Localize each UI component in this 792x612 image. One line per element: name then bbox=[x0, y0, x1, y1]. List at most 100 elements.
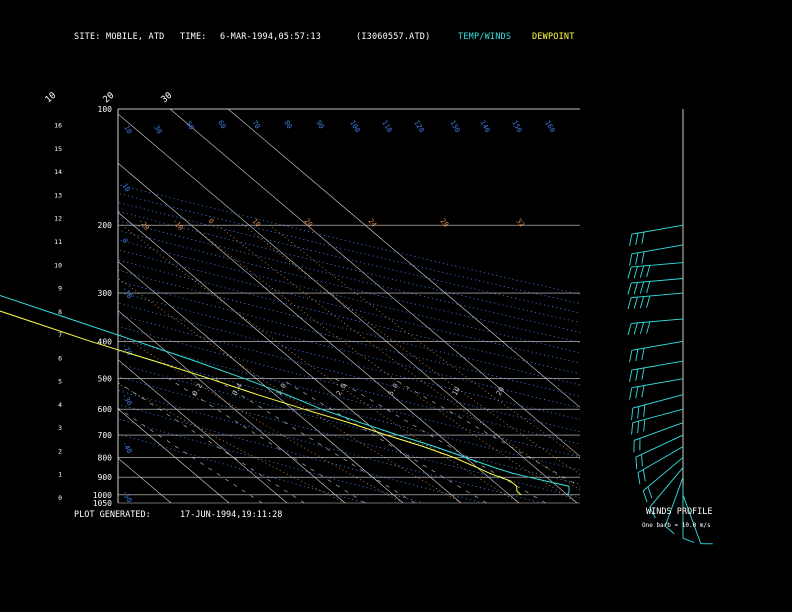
wind-barb bbox=[642, 457, 684, 503]
plot-generated-value: 17-JUN-1994,19:11:28 bbox=[180, 510, 283, 520]
dry-adiabat-label: 120 bbox=[412, 119, 425, 134]
isotherm-line bbox=[118, 162, 520, 503]
isotherm-line bbox=[227, 109, 580, 408]
pressure-label: 400 bbox=[98, 337, 113, 346]
mixing-ratio-line bbox=[118, 381, 305, 503]
isotherm-line bbox=[118, 457, 172, 503]
pressure-label: 600 bbox=[98, 405, 113, 414]
dry-adiabat bbox=[118, 280, 580, 397]
temperature-trace bbox=[0, 294, 570, 496]
wind-barb bbox=[629, 360, 684, 382]
moist-adiabat-label: 20 bbox=[302, 217, 314, 229]
mixing-ratio-line bbox=[118, 407, 263, 503]
height-label: 1 bbox=[58, 471, 62, 479]
dry-adiabat bbox=[118, 350, 580, 471]
pressure-label: 1000 bbox=[93, 491, 112, 500]
dry-adiabat bbox=[118, 229, 580, 343]
wind-barb bbox=[627, 292, 684, 310]
wind-barb bbox=[682, 494, 713, 545]
height-label: 14 bbox=[54, 168, 62, 176]
dry-adiabat-label: 130 bbox=[448, 119, 461, 134]
temp-tick-label: 20 bbox=[102, 91, 117, 106]
mixing-ratio-label: 20 bbox=[495, 386, 506, 397]
height-label: 10 bbox=[54, 261, 62, 269]
pressure-label: 800 bbox=[98, 453, 113, 462]
dry-adiabat-label: 110 bbox=[380, 119, 393, 134]
dry-adiabat-label: 70 bbox=[250, 119, 261, 130]
dry-adiabat-edge-label: 10 bbox=[120, 182, 131, 193]
temp-legend: TEMP/WINDS bbox=[458, 32, 512, 42]
mixing-ratio-label: 0.2 bbox=[191, 382, 204, 397]
mixing-ratio-line bbox=[335, 378, 546, 503]
height-label: 9 bbox=[58, 285, 62, 293]
wind-barb bbox=[682, 486, 695, 543]
dry-adiabat-label: 30 bbox=[152, 124, 163, 135]
dry-adiabat bbox=[118, 337, 580, 458]
dry-adiabat bbox=[118, 220, 580, 333]
isotherm-line bbox=[118, 261, 404, 503]
dry-adiabat bbox=[118, 363, 580, 485]
dry-adiabat-edge-label: -50 bbox=[120, 489, 133, 504]
dry-adiabat bbox=[118, 192, 580, 304]
height-label: 16 bbox=[54, 122, 62, 130]
dry-adiabat bbox=[118, 269, 580, 386]
isotherm-line bbox=[118, 359, 288, 503]
wind-barb bbox=[631, 394, 684, 421]
dry-adiabat bbox=[118, 302, 580, 420]
dry-adiabat bbox=[118, 389, 543, 503]
isotherm-line bbox=[118, 113, 578, 503]
height-label: 6 bbox=[58, 354, 62, 362]
wind-barb bbox=[629, 378, 684, 400]
dry-adiabat-label: 80 bbox=[282, 119, 293, 130]
mixing-ratio-line bbox=[393, 378, 580, 487]
mixing-ratio-label: 5.0 bbox=[387, 382, 400, 397]
wind-barb bbox=[629, 244, 684, 266]
plot-area bbox=[0, 109, 580, 503]
time-value: 6-MAR-1994,05:57:13 bbox=[220, 32, 322, 42]
height-label: 12 bbox=[54, 215, 62, 223]
moist-adiabat-label: 28 bbox=[438, 217, 450, 229]
dry-adiabat-label: 100 bbox=[348, 119, 361, 134]
winds-profile-title: WINDS PROFILE bbox=[646, 507, 713, 517]
height-label: 11 bbox=[54, 238, 62, 246]
moist-adiabat-label: 32 bbox=[514, 217, 526, 229]
height-label: 0 bbox=[58, 494, 62, 502]
isotherm-line bbox=[118, 310, 346, 503]
wind-barb bbox=[637, 446, 684, 485]
wind-barb bbox=[627, 278, 684, 295]
mixing-ratio-line bbox=[280, 378, 487, 503]
isotherm-line bbox=[118, 211, 462, 503]
temp-tick-label: 10 bbox=[44, 91, 59, 106]
dry-adiabat bbox=[118, 249, 580, 364]
wind-barb bbox=[631, 408, 684, 435]
dry-adiabat-label: 50 bbox=[184, 120, 195, 131]
wind-barb bbox=[664, 477, 684, 535]
dry-adiabat bbox=[118, 418, 425, 503]
wind-barb bbox=[635, 434, 684, 470]
wind-barb bbox=[627, 318, 684, 336]
height-label: 3 bbox=[58, 424, 62, 432]
moist-adiabat-label: -10 bbox=[170, 217, 184, 232]
dry-adiabat bbox=[118, 201, 580, 314]
pressure-label: 500 bbox=[98, 375, 113, 384]
wind-barb bbox=[627, 262, 684, 279]
wind-barb bbox=[629, 224, 684, 247]
site-label: SITE: bbox=[74, 32, 101, 42]
moist-adiabat bbox=[269, 224, 580, 459]
dewpoint-trace bbox=[0, 310, 522, 496]
dry-adiabat-edge-label: 0 bbox=[120, 237, 129, 245]
wind-barb bbox=[633, 422, 684, 453]
moist-adiabat bbox=[217, 224, 580, 491]
height-label: 7 bbox=[58, 331, 62, 339]
file-name: (I3060557.ATD) bbox=[356, 32, 431, 42]
dry-adiabat bbox=[118, 239, 580, 354]
isotherm-line bbox=[0, 109, 55, 503]
isotherm-line bbox=[118, 408, 230, 503]
pressure-label: 1050 bbox=[93, 499, 112, 508]
moist-adiabat bbox=[243, 224, 580, 475]
mixing-ratio-label: 10 bbox=[451, 386, 462, 397]
barb-note: One barb = 10.0 m/s bbox=[642, 522, 711, 529]
temp-tick-label: 30 bbox=[160, 91, 175, 106]
height-label: 13 bbox=[54, 191, 62, 199]
